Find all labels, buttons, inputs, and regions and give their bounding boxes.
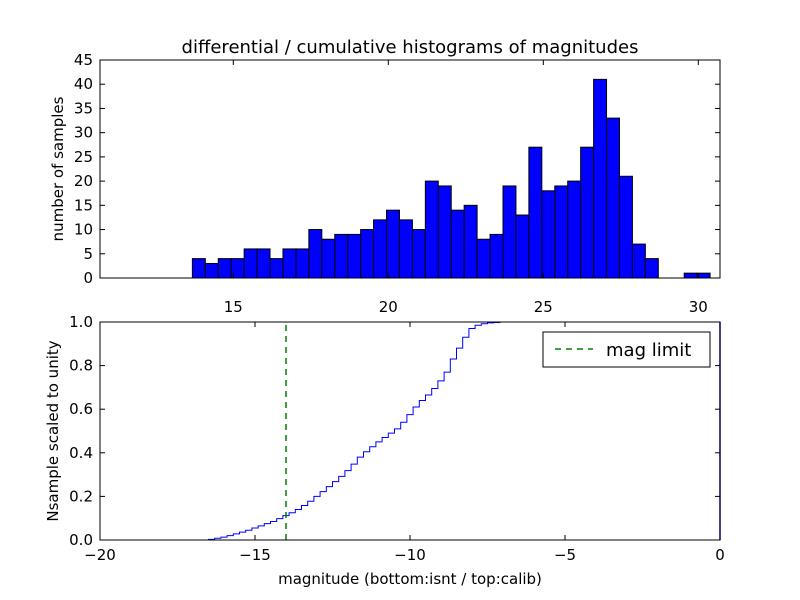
y-tick-label: 15 xyxy=(74,196,93,214)
cumulative-step-line xyxy=(100,321,720,541)
histogram-bar xyxy=(631,243,646,279)
histogram-bar xyxy=(243,248,258,279)
histogram-bar xyxy=(204,262,219,279)
histogram-bar xyxy=(515,214,530,279)
histogram-bar xyxy=(450,209,465,279)
histogram-panel: differential / cumulative histograms of … xyxy=(49,37,721,316)
y-tick-label: 40 xyxy=(74,75,93,93)
cumulative-ticks: 0.0 0.2 0.4 0.6 0.8 1.0 −20 −15 −10 −5 0 xyxy=(69,313,725,564)
histogram-bar xyxy=(567,180,582,279)
y-tick-label: 20 xyxy=(74,172,93,190)
y-tick-label: 45 xyxy=(74,51,93,69)
x-tick-label: −20 xyxy=(84,546,116,564)
histogram-bar xyxy=(373,219,388,279)
histogram-bar xyxy=(593,78,608,279)
histogram-bar xyxy=(321,238,336,279)
y-tick-label: 0 xyxy=(83,269,93,287)
histogram-bar xyxy=(618,175,633,279)
histogram-bar xyxy=(476,238,491,279)
histogram-bar xyxy=(424,180,439,279)
histogram-bar xyxy=(580,146,595,279)
histogram-bar xyxy=(644,258,659,279)
histogram-bar xyxy=(398,219,413,279)
x-tick-label: 20 xyxy=(379,298,398,316)
y-tick-label: 25 xyxy=(74,148,93,166)
histogram-bar xyxy=(217,258,232,279)
legend: mag limit xyxy=(542,331,711,368)
histogram-bar xyxy=(360,229,375,279)
y-tick-label: 0.6 xyxy=(69,400,93,418)
y-tick-label: 30 xyxy=(74,124,93,142)
x-tick-label: 30 xyxy=(689,298,708,316)
histogram-bar xyxy=(502,185,517,279)
histogram-bar xyxy=(528,146,543,279)
x-tick-label: 0 xyxy=(715,546,725,564)
y-tick-label: 0.8 xyxy=(69,357,93,375)
histogram-bar xyxy=(683,272,698,279)
chart-title: differential / cumulative histograms of … xyxy=(182,37,639,58)
cumulative-panel: 0.0 0.2 0.4 0.6 0.8 1.0 −20 −15 −10 −5 0 magnitude… xyxy=(44,313,725,588)
histogram-bar xyxy=(191,258,206,279)
x-tick-label: −5 xyxy=(554,546,576,564)
x-tick-label: −10 xyxy=(394,546,426,564)
legend-box xyxy=(542,331,711,368)
histogram-bar xyxy=(347,233,362,279)
histogram-bars xyxy=(191,78,711,279)
legend-entry-mag-limit: mag limit xyxy=(606,340,691,361)
x-tick-label: −15 xyxy=(239,546,271,564)
y-tick-label: 0.2 xyxy=(69,487,93,505)
histogram-bar xyxy=(334,233,349,279)
histogram-bar xyxy=(696,272,711,279)
histogram-bar xyxy=(463,204,478,279)
y-tick-label: 5 xyxy=(83,245,93,263)
cumulative-axes-frame xyxy=(99,321,721,541)
x-tick-label: 15 xyxy=(224,298,243,316)
histogram-ticks: 0 5 10 15 20 25 30 35 40 45 15 20 25 30 xyxy=(74,51,720,316)
cumulative-y-axis-label: Nsample scaled to unity xyxy=(44,340,62,521)
histogram-bar xyxy=(411,229,426,279)
histogram-bar xyxy=(606,117,620,279)
y-tick-label: 10 xyxy=(74,221,93,239)
y-tick-label: 0.0 xyxy=(69,531,93,549)
histogram-bar xyxy=(386,209,400,279)
y-tick-label: 0.4 xyxy=(69,444,93,462)
y-tick-label: 35 xyxy=(74,99,93,117)
histogram-bar xyxy=(295,248,310,279)
histogram-y-axis-label: number of samples xyxy=(49,96,67,241)
histogram-bar xyxy=(554,185,569,279)
histogram-bar xyxy=(437,185,452,279)
histogram-bar xyxy=(541,190,556,279)
x-tick-label: 25 xyxy=(534,298,553,316)
histogram-bar xyxy=(489,233,504,279)
histogram-axes-frame xyxy=(99,59,721,279)
histogram-bar xyxy=(256,248,271,279)
histogram-bar xyxy=(269,258,284,279)
cumulative-x-axis-label: magnitude (bottom:isnt / top:calib) xyxy=(278,570,542,588)
histogram-bar xyxy=(308,229,323,279)
histogram-bar xyxy=(282,248,297,279)
y-tick-label: 1.0 xyxy=(69,313,93,331)
